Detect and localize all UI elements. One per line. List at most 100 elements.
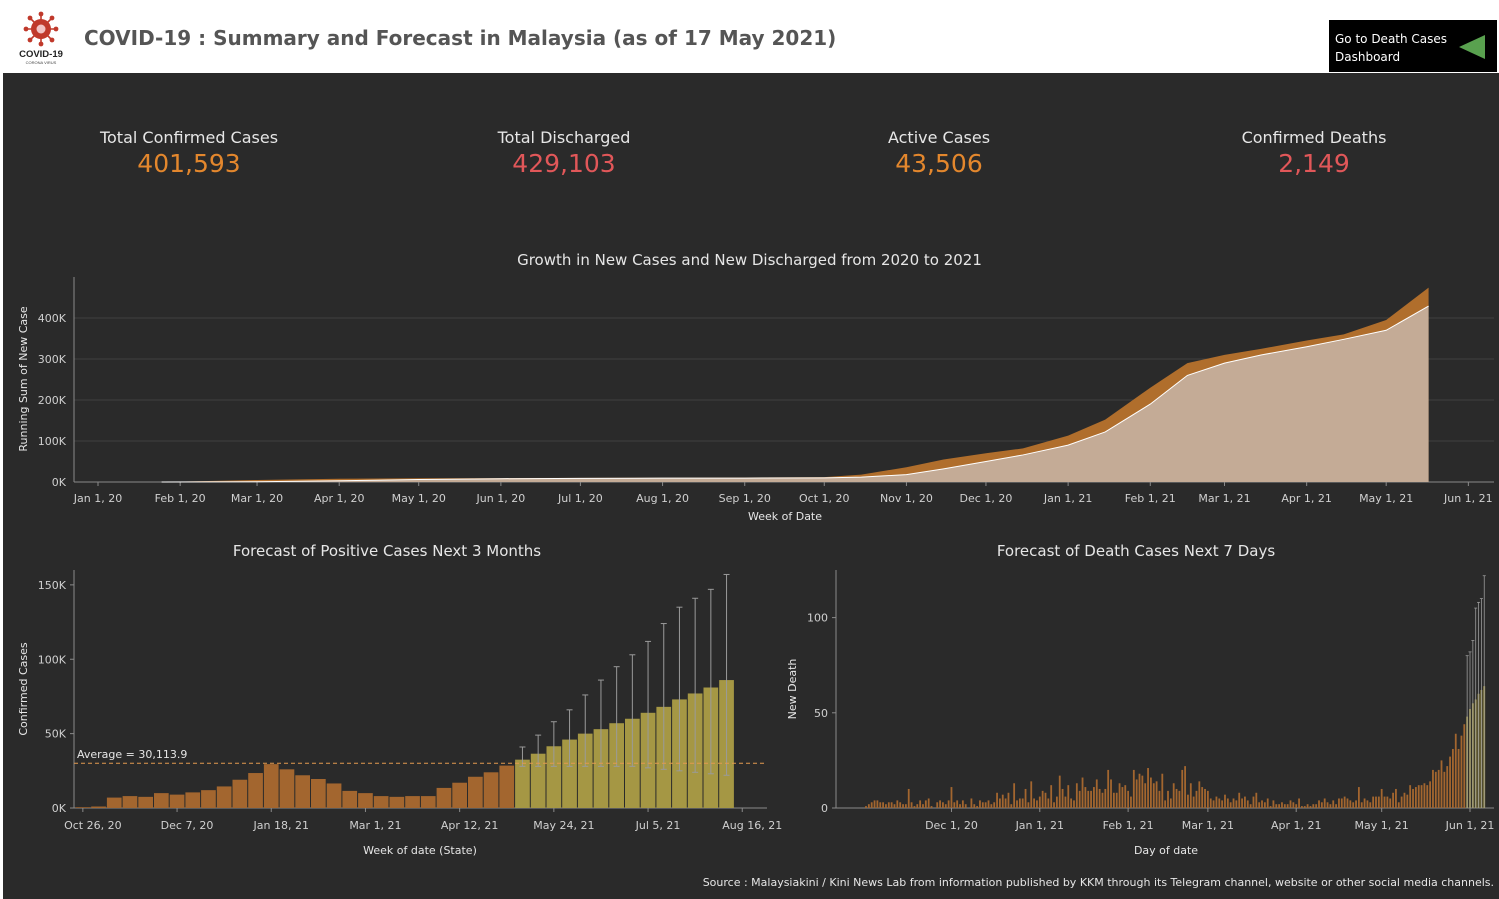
actual-bar	[867, 804, 870, 808]
actual-bar	[1172, 783, 1175, 808]
actual-bar	[1167, 790, 1169, 808]
actual-bar	[1201, 787, 1204, 808]
x-tick-label: Mar 1, 20	[231, 492, 283, 505]
actual-bar	[916, 804, 919, 808]
actual-bar	[138, 796, 153, 808]
actual-bar	[890, 802, 893, 808]
actual-bar	[1420, 785, 1423, 808]
x-tick-label: Aug 1, 20	[636, 492, 689, 505]
positive-forecast-chart: 0K 50K 100K 150K Average = 30,113.9 Oct 26, 2…	[17, 570, 782, 857]
actual-bar	[930, 806, 933, 808]
actual-bar	[1429, 781, 1432, 808]
y-tick-label: 200K	[38, 394, 67, 407]
actual-bar	[950, 787, 953, 808]
actual-bar	[1181, 769, 1184, 808]
actual-bar	[1161, 773, 1164, 808]
x-tick-label: Jan 1, 21	[1043, 492, 1092, 505]
actual-bar	[953, 802, 956, 808]
kpi-label: Total Confirmed Cases	[99, 128, 279, 147]
x-tick-label: Dec 1, 20	[960, 492, 1013, 505]
actual-bar	[919, 800, 922, 808]
actual-bar	[1423, 783, 1426, 808]
kpi-confirmed-deaths: Confirmed Deaths 2,149	[1174, 128, 1454, 178]
x-tick-label: May 1, 21	[1359, 492, 1413, 505]
actual-bar	[1366, 800, 1369, 808]
x-tick-label: Jul 1, 20	[557, 492, 603, 505]
actual-bar	[1164, 800, 1167, 808]
death-forecast-chart: 0 50 100 Dec 1, 20 Jan 1, 21 Feb 1, 21 Mar 1, …	[786, 570, 1494, 857]
x-tick-label: Oct 1, 20	[799, 492, 850, 505]
actual-bar	[961, 800, 964, 808]
actual-bar	[499, 765, 515, 808]
x-tick-label: Feb 1, 21	[1125, 492, 1176, 505]
actual-bar	[1027, 802, 1030, 808]
kpi-value: 43,506	[895, 149, 983, 178]
actual-bar	[947, 800, 950, 808]
actual-bar	[1041, 790, 1044, 808]
actual-bar	[1238, 792, 1241, 808]
actual-bar	[1340, 798, 1343, 808]
actual-bar	[1409, 785, 1412, 808]
actual-bar	[1013, 783, 1016, 808]
actual-bar	[1232, 798, 1235, 808]
actual-bar	[1249, 804, 1252, 808]
actual-bar	[1298, 798, 1300, 808]
actual-bar	[1338, 798, 1340, 808]
death-forecast-title: Forecast of Death Cases Next 7 Days	[996, 542, 1276, 560]
covid-logo: COVID-19 CORONA VIRUS	[19, 11, 63, 65]
y-tick-label: 50K	[45, 728, 67, 741]
y-axis-title: New Death	[786, 659, 799, 720]
actual-bar	[882, 802, 884, 808]
area-new-discharged	[161, 306, 1429, 482]
actual-bar	[1281, 802, 1283, 808]
actual-bar	[910, 802, 913, 808]
y-tick-label: 50	[814, 707, 828, 720]
actual-bar	[927, 798, 930, 808]
actual-bar	[1292, 802, 1295, 808]
actual-bar	[185, 792, 201, 808]
actual-bar	[1053, 802, 1055, 808]
actual-bar	[420, 796, 436, 808]
go-to-death-dashboard-button[interactable]: Go to Death Cases Dashboard	[1329, 20, 1497, 72]
y-tick-label: 0	[821, 802, 828, 815]
actual-bar	[1389, 798, 1392, 808]
actual-bar	[1016, 800, 1018, 808]
actual-bar	[1104, 788, 1107, 808]
actual-bar	[311, 778, 326, 808]
x-axis-title: Week of date (State)	[363, 844, 477, 857]
header-bar: COVID-19 CORONA VIRUS COVID-19 : Summary…	[0, 0, 1499, 73]
actual-bar	[1395, 788, 1397, 808]
actual-bar	[201, 790, 216, 808]
actual-bar	[1189, 783, 1192, 808]
actual-bar	[1380, 788, 1383, 808]
kpi-value: 401,593	[137, 149, 241, 178]
actual-bar	[1018, 798, 1021, 808]
actual-bar	[1323, 798, 1326, 808]
actual-bar	[1241, 798, 1243, 808]
x-tick-label: Jun 1, 21	[1445, 819, 1495, 832]
actual-bar	[326, 783, 342, 808]
x-tick-label: May 24, 21	[533, 819, 594, 832]
actual-bar	[1212, 800, 1215, 808]
actual-bar	[1124, 785, 1127, 808]
actual-bar	[1127, 790, 1130, 808]
actual-bar	[1349, 800, 1352, 808]
growth-chart: 0K 100K 200K 300K 400K Jan 1, 20 Feb 1, 20 Mar …	[17, 277, 1494, 523]
actual-bar	[1101, 792, 1104, 808]
actual-bar	[1303, 806, 1306, 808]
actual-bar	[1001, 794, 1004, 808]
actual-bar	[1283, 804, 1286, 808]
actual-bar	[1312, 804, 1315, 808]
actual-bar	[1372, 796, 1375, 808]
actual-bar	[1383, 796, 1386, 808]
x-tick-label: Jan 1, 20	[73, 492, 122, 505]
actual-bar	[1144, 783, 1147, 808]
actual-bar	[1363, 798, 1366, 808]
actual-bar	[893, 804, 896, 808]
actual-bar	[75, 807, 91, 808]
actual-bar	[904, 804, 907, 808]
forecast-bar	[515, 759, 530, 808]
actual-bar	[964, 804, 967, 808]
x-tick-label: Jan 1, 21	[1015, 819, 1064, 832]
source-note: Source : Malaysiakini / Kini News Lab fr…	[702, 876, 1494, 889]
